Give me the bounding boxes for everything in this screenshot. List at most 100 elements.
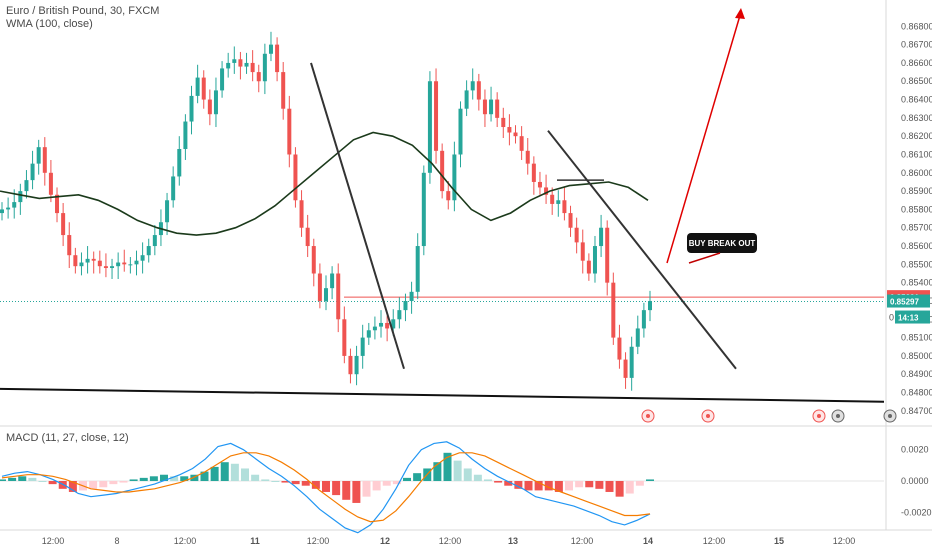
current-price-tag-bg — [887, 294, 930, 308]
time-axis[interactable]: 12:00 8 12:00 11 12:00 12 12:00 13 12:00 14 12:00 1… — [42, 536, 856, 546]
candle-body — [537, 181, 542, 188]
macd-histogram-bar — [38, 481, 47, 482]
macd-axis[interactable]: 0.0020 0.0000 -0.0020 — [901, 445, 932, 518]
candle-body — [110, 266, 115, 269]
candle-body — [61, 213, 66, 236]
candle-body — [641, 310, 646, 329]
macd-histogram-bar — [8, 477, 17, 481]
candle-body — [421, 172, 426, 247]
price-tick-label: 0.86800 — [901, 21, 932, 31]
macd-tick-label: -0.0020 — [901, 507, 932, 517]
candle-body — [0, 209, 4, 214]
event-flag-icon-dot — [706, 414, 710, 418]
candle-body — [324, 288, 328, 301]
drawing-layer[interactable] — [0, 8, 885, 403]
macd-histogram-bar — [382, 481, 391, 486]
countdown-timer: 14:13 — [898, 314, 919, 323]
callout-text: BUY BREAK OUT — [689, 239, 756, 248]
breakout-arrow[interactable] — [666, 11, 742, 264]
price-tick-label: 0.85900 — [901, 186, 932, 196]
symbol-title[interactable]: Euro / British Pound, 30, FXCM — [6, 5, 159, 17]
candle-body — [293, 154, 298, 201]
candle-body — [330, 273, 335, 289]
candle-body — [238, 59, 243, 67]
macd-histogram-bar — [332, 481, 341, 496]
price-tick-label: 0.86100 — [901, 149, 932, 159]
support-line[interactable] — [0, 387, 885, 403]
candle-body — [531, 163, 536, 182]
macd-histogram-bar — [413, 473, 422, 481]
macd-histogram-bar — [241, 468, 249, 481]
candle-body — [489, 99, 494, 115]
candle-body — [434, 81, 439, 151]
macd-histogram-bar — [18, 476, 27, 481]
macd-histogram-bar — [646, 479, 654, 481]
candle-body — [629, 346, 634, 378]
buy-breakout-callout[interactable]: BUY BREAK OUT — [687, 233, 757, 264]
candle-body — [311, 246, 316, 274]
time-tick-label: 12 — [380, 536, 390, 546]
macd-histogram-bar — [139, 477, 148, 481]
macd-histogram-bar — [605, 481, 614, 492]
price-tick-label: 0.85100 — [901, 333, 932, 343]
time-tick-label: 15 — [774, 536, 784, 546]
candle-body — [525, 150, 530, 164]
candle-body — [464, 90, 469, 109]
macd-histogram-bar — [311, 481, 320, 489]
price-tick-label: 0.85400 — [901, 278, 932, 288]
candle-body — [122, 262, 127, 265]
macd-histogram-bar — [494, 481, 503, 483]
candle-body — [177, 148, 182, 177]
candle-body — [476, 81, 481, 100]
candle-body — [244, 62, 249, 67]
candle-body — [103, 266, 108, 269]
macd-histogram-bar — [230, 463, 239, 481]
price-axis[interactable]: 0.86800 0.86700 0.86600 0.86500 0.86400 0.863… — [901, 21, 932, 416]
macd-histogram-bar — [585, 481, 594, 488]
candle-body — [519, 136, 524, 151]
countdown-prefix: 0 — [889, 313, 894, 323]
macd-histogram-bar — [0, 479, 6, 481]
macd-histogram-bar — [180, 476, 189, 481]
candle-body — [250, 62, 255, 73]
price-tick-label: 0.84800 — [901, 388, 932, 398]
candle-body — [207, 99, 212, 115]
candle-body — [556, 200, 561, 204]
candle-body — [55, 194, 60, 214]
candle-body — [507, 127, 512, 133]
candle-body — [623, 359, 628, 378]
macd-histogram-bar — [534, 481, 543, 491]
macd-histogram-bar — [129, 479, 138, 481]
candle-body — [128, 264, 133, 266]
trendline-1[interactable] — [310, 62, 405, 370]
candle-body — [397, 310, 402, 320]
wma-legend[interactable]: WMA (100, close) — [6, 18, 93, 30]
price-tick-label: 0.85000 — [901, 351, 932, 361]
earnings-icon-dot — [817, 414, 821, 418]
price-tick-label: 0.85600 — [901, 241, 932, 251]
macd-histogram-bar — [554, 481, 563, 492]
time-tick-label: 12:00 — [439, 536, 462, 546]
settings-icon-dot — [888, 414, 892, 418]
candle-body — [36, 147, 41, 164]
trendline-2[interactable] — [547, 130, 737, 370]
macd-histogram-bar — [544, 481, 553, 491]
candle-body — [183, 121, 188, 149]
event-icons[interactable] — [641, 409, 897, 423]
macd-histogram-bar — [291, 481, 300, 485]
macd-histogram-bar — [160, 474, 168, 481]
candle-body — [299, 200, 304, 228]
candle-body — [18, 191, 23, 203]
macd-legend[interactable]: MACD (11, 27, close, 12) — [6, 432, 129, 444]
time-tick-label: 14 — [643, 536, 653, 546]
candle-body — [544, 187, 549, 195]
candle-body — [24, 180, 29, 192]
macd-histogram-bar — [48, 481, 57, 485]
macd-histogram-bar — [99, 481, 108, 488]
macd-histogram-bar — [453, 460, 462, 481]
price-tick-label: 0.86400 — [901, 95, 932, 105]
candle-body — [268, 44, 273, 54]
candle-body — [287, 108, 292, 155]
candle-body — [85, 258, 90, 263]
candle-body — [317, 273, 322, 301]
